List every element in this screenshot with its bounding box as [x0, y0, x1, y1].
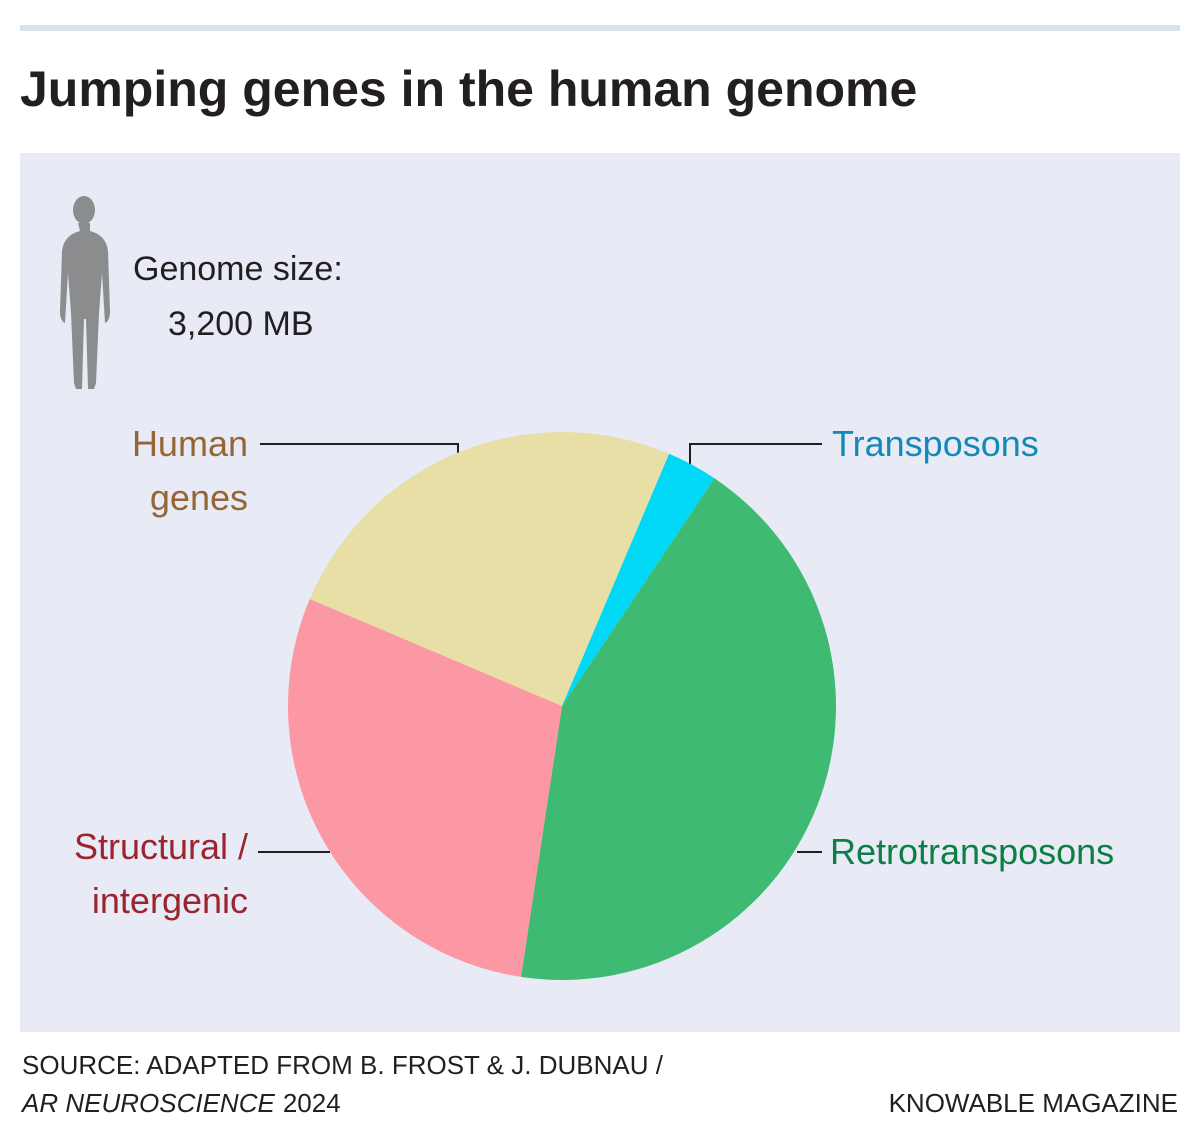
pie-slice	[521, 478, 837, 980]
slice-label: Retrotransposons	[830, 831, 1115, 872]
top-rule	[20, 25, 1180, 31]
pie-slice	[309, 432, 670, 706]
slice-label: Structural / intergenic	[73, 826, 248, 921]
pie-slice	[562, 453, 715, 706]
slice-label: Human genes	[131, 423, 248, 518]
source-citation: AR NEUROSCIENCE 2024	[22, 1088, 341, 1119]
genome-size-label: Genome size:	[133, 250, 343, 288]
year: 2024	[282, 1088, 341, 1118]
slice-label: Transposons	[832, 423, 1039, 464]
genome-size-value: 3,200 MB	[168, 305, 314, 343]
credit: KNOWABLE MAGAZINE	[888, 1088, 1178, 1118]
source: SOURCE: ADAPTED FROM B. FROST & J. DUBNA…	[22, 1050, 663, 1080]
journal: AR NEUROSCIENCE	[22, 1088, 275, 1118]
person-icon	[60, 196, 110, 389]
chart-title: Jumping genes in the human genome	[20, 61, 918, 117]
pie-slice	[288, 598, 562, 977]
